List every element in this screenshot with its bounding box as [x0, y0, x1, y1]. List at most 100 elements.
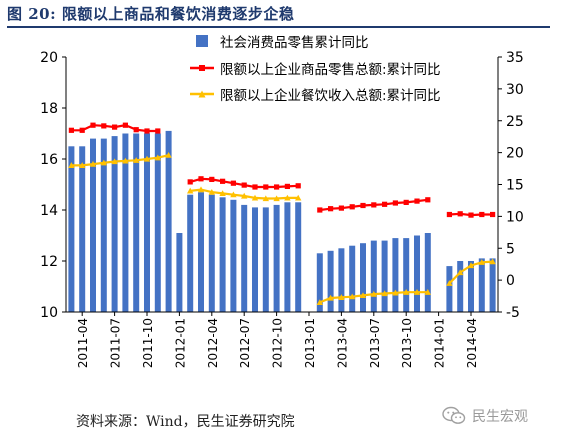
- bar: [349, 245, 356, 312]
- bar: [381, 240, 388, 312]
- retail-marker: [284, 183, 290, 189]
- catering-marker: [133, 157, 140, 163]
- catering-marker: [68, 162, 75, 168]
- x-tick-label: 2011-10: [141, 318, 155, 368]
- retail-marker: [155, 128, 161, 134]
- x-tick-label: 2013-10: [400, 318, 414, 368]
- retail-marker: [414, 198, 420, 204]
- catering-marker: [295, 194, 302, 201]
- lines-layer: [68, 122, 496, 306]
- retail-marker: [220, 178, 226, 184]
- bar: [327, 250, 334, 312]
- retail-marker: [425, 197, 431, 203]
- bar: [284, 202, 291, 312]
- legend-label: 社会消费品零售累计同比: [220, 35, 369, 51]
- legend-swatch-bar: [196, 35, 208, 47]
- bar: [198, 192, 204, 312]
- retail-marker: [252, 184, 258, 190]
- y-right-tick-label: 15: [506, 178, 524, 194]
- x-tick-label: 2012-07: [238, 318, 252, 368]
- bar: [208, 194, 215, 312]
- series-line: [71, 154, 169, 167]
- y-right-tick-label: 35: [506, 50, 524, 66]
- y-right-tick-label: 5: [506, 241, 515, 257]
- catering-marker: [489, 258, 496, 265]
- legend-label: 限额以上企业餐饮收入总额:累计同比: [220, 87, 441, 104]
- y-left-tick-label: 20: [40, 50, 58, 66]
- catering-marker: [467, 262, 475, 269]
- retail-marker: [403, 199, 409, 205]
- y-left-tick-label: 16: [40, 152, 58, 168]
- retail-marker: [317, 207, 323, 213]
- retail-marker: [274, 184, 280, 190]
- y-left-tick-label: 14: [40, 203, 58, 219]
- bar: [360, 243, 366, 312]
- bar: [68, 146, 75, 313]
- bar: [446, 266, 453, 312]
- x-tick-label: 2014-04: [465, 318, 479, 368]
- bar: [100, 138, 107, 312]
- catering-marker: [403, 289, 410, 295]
- catering-marker: [230, 191, 237, 198]
- catering-marker: [370, 290, 377, 297]
- catering-marker: [413, 289, 421, 295]
- x-tick-label: 2013-01: [303, 318, 317, 368]
- retail-marker: [144, 128, 150, 134]
- catering-marker: [165, 151, 172, 158]
- watermark-text: 民生宏观: [472, 409, 528, 425]
- retail-marker: [468, 212, 474, 218]
- catering-marker: [197, 186, 205, 193]
- y-right-tick-label: 20: [506, 146, 524, 162]
- bar: [424, 233, 431, 312]
- catering-marker: [100, 159, 107, 166]
- bars-layer: [68, 130, 496, 313]
- x-tick-label: 2012-04: [206, 318, 220, 368]
- legend: 社会消费品零售累计同比限额以上企业商品零售总额:累计同比限额以上企业餐饮收入总额…: [190, 35, 441, 104]
- bar: [144, 133, 150, 312]
- bar: [165, 130, 172, 312]
- catering-marker: [143, 155, 151, 162]
- bar: [262, 207, 269, 312]
- bar: [295, 202, 302, 312]
- catering-marker: [338, 294, 345, 300]
- retail-marker: [338, 205, 344, 211]
- y-right-tick-label: 10: [506, 209, 524, 225]
- catering-marker: [457, 269, 464, 276]
- retail-marker: [187, 179, 193, 185]
- y-right-tick-label: -5: [506, 305, 520, 321]
- x-tick-label: 2013-07: [368, 318, 382, 368]
- retail-marker: [360, 202, 366, 209]
- bar: [90, 138, 96, 312]
- catering-marker: [446, 280, 453, 286]
- bar: [392, 238, 399, 312]
- wechat-icon: [442, 406, 466, 424]
- x-tick-label: 2014-01: [433, 318, 447, 368]
- bar: [176, 233, 183, 312]
- catering-marker: [219, 190, 226, 197]
- catering-marker: [111, 158, 118, 165]
- source-note: 资料来源：Wind，民生证券研究院: [76, 414, 295, 430]
- bar: [457, 261, 464, 312]
- retail-marker: [79, 127, 85, 133]
- retail-marker: [328, 206, 334, 212]
- retail-marker: [263, 184, 269, 190]
- catering-marker: [89, 160, 97, 167]
- bar: [338, 248, 345, 313]
- retail-marker: [446, 211, 452, 218]
- bar: [370, 240, 377, 312]
- y-right-tick-label: 25: [506, 114, 524, 130]
- catering-marker: [251, 194, 259, 201]
- bar: [478, 258, 485, 312]
- bar: [252, 207, 258, 312]
- retail-marker: [133, 127, 139, 133]
- catering-marker: [284, 194, 291, 201]
- catering-marker: [122, 157, 129, 164]
- catering-marker: [154, 154, 161, 161]
- bar: [273, 204, 280, 312]
- y-left-tick-label: 12: [40, 254, 58, 270]
- legend-marker: [199, 65, 205, 71]
- legend-marker: [198, 90, 206, 98]
- catering-marker: [273, 195, 280, 202]
- bar: [111, 136, 118, 312]
- title-divider: [7, 26, 550, 28]
